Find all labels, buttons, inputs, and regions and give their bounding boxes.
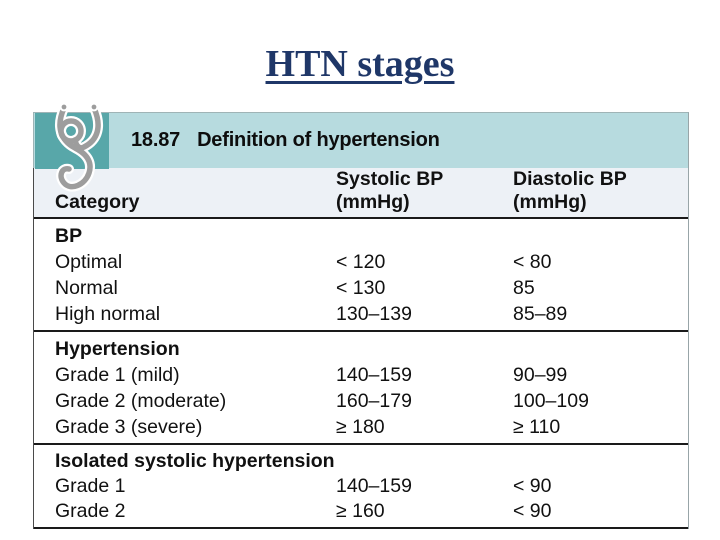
column-header-category: Category — [55, 191, 140, 213]
systolic-cell: 140–159 — [336, 364, 412, 386]
table-header-row: Category Systolic BP (mmHg) Diastolic BP… — [34, 168, 688, 219]
diastolic-cell: 90–99 — [513, 364, 568, 386]
systolic-cell: < 120 — [336, 251, 386, 273]
category-cell: Grade 2 — [55, 500, 126, 522]
table-row: Normal < 130 85 — [34, 275, 688, 301]
systolic-cell: ≥ 160 — [336, 500, 385, 522]
table-row: Grade 3 (severe) ≥ 180 ≥ 110 — [34, 414, 688, 440]
page-title: HTN stages — [265, 43, 455, 85]
category-cell: Optimal — [55, 251, 123, 273]
systolic-cell: 140–159 — [336, 475, 412, 497]
diastolic-cell: < 90 — [513, 475, 552, 497]
section-isolated-systolic: Isolated systolic hypertension Grade 1 1… — [34, 445, 688, 529]
figure-number: 18.87 — [131, 129, 181, 151]
figure-caption: 18.87 Definition of hypertension — [131, 129, 440, 152]
section-heading: BP — [55, 225, 83, 247]
hypertension-definition-figure: 18.87 Definition of hypertension Categor… — [33, 102, 689, 529]
category-cell: Grade 1 — [55, 475, 126, 497]
systolic-cell: ≥ 180 — [336, 416, 385, 438]
category-cell: Grade 3 (severe) — [55, 416, 203, 438]
section-bp: BP Optimal < 120 < 80 Normal < 130 85 Hi… — [34, 219, 688, 332]
column-header-diastolic: Diastolic BP (mmHg) — [513, 168, 627, 213]
systolic-cell: 130–139 — [336, 303, 412, 325]
column-header-systolic: Systolic BP (mmHg) — [336, 168, 444, 213]
table-row: High normal 130–139 85–89 — [34, 301, 688, 327]
systolic-cell: 160–179 — [336, 390, 412, 412]
table-row: Grade 1 140–159 < 90 — [34, 474, 688, 499]
figure-banner: 18.87 Definition of hypertension — [33, 102, 689, 192]
systolic-cell: < 130 — [336, 277, 386, 299]
section-heading: Isolated systolic hypertension — [55, 450, 335, 472]
table-row: Grade 1 (mild) 140–159 90–99 — [34, 362, 688, 388]
diastolic-cell: < 80 — [513, 251, 552, 273]
definition-table: Category Systolic BP (mmHg) Diastolic BP… — [33, 168, 689, 529]
table-row: Grade 2 (moderate) 160–179 100–109 — [34, 388, 688, 414]
diastolic-cell: < 90 — [513, 500, 552, 522]
diastolic-cell: ≥ 110 — [513, 416, 561, 438]
stethoscope-icon — [55, 102, 104, 192]
diastolic-cell: 85 — [513, 277, 535, 299]
table-row: Grade 2 ≥ 160 < 90 — [34, 499, 688, 524]
category-cell: Grade 1 (mild) — [55, 364, 180, 386]
figure-title: Definition of hypertension — [197, 129, 440, 151]
diastolic-cell: 100–109 — [513, 390, 589, 412]
category-cell: Normal — [55, 277, 118, 299]
diastolic-cell: 85–89 — [513, 303, 568, 325]
section-heading: Hypertension — [55, 338, 180, 360]
category-cell: Grade 2 (moderate) — [55, 390, 227, 412]
table-row: Optimal < 120 < 80 — [34, 249, 688, 275]
category-cell: High normal — [55, 303, 161, 325]
section-hypertension: Hypertension Grade 1 (mild) 140–159 90–9… — [34, 332, 688, 445]
